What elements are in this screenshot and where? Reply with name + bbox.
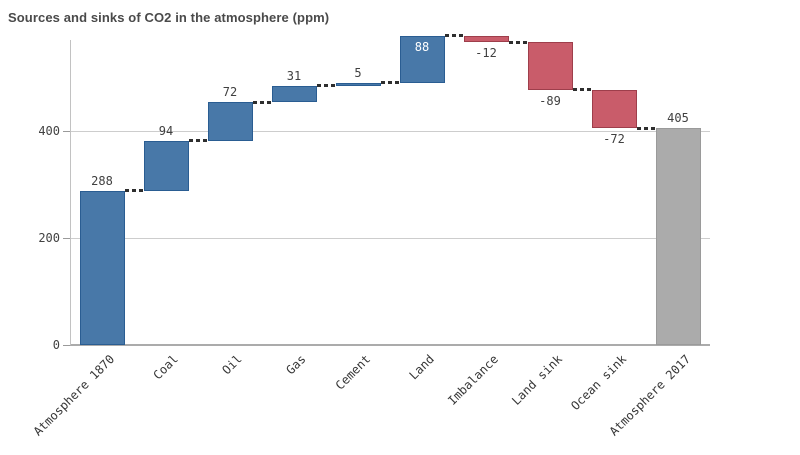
bar-oil[interactable] xyxy=(207,102,253,141)
connector-9 xyxy=(636,126,656,130)
connector-2 xyxy=(188,139,208,143)
connector-5 xyxy=(380,81,400,85)
bar-gas[interactable] xyxy=(271,85,317,103)
value-label-land-sink: -89 xyxy=(539,93,561,108)
connector-7 xyxy=(508,40,528,44)
x-axis-line xyxy=(70,344,710,346)
chart-title: Sources and sinks of CO2 in the atmosphe… xyxy=(8,10,330,25)
x-label-cement[interactable]: Cement xyxy=(332,352,373,393)
bar-atmosphere-2017[interactable] xyxy=(655,128,701,345)
connector-4 xyxy=(316,84,336,88)
value-label-atmosphere-2017: 405 xyxy=(667,111,689,126)
connector-8 xyxy=(572,88,592,92)
value-label-ocean-sink: -72 xyxy=(603,132,625,147)
bar-imbalance[interactable] xyxy=(463,35,509,43)
y-tick-0 xyxy=(63,345,70,346)
x-label-imbalance[interactable]: Imbalance xyxy=(445,352,501,408)
y-tick-label-0: 0 xyxy=(52,338,60,352)
value-label-cement: 5 xyxy=(354,65,362,80)
y-tick-label-200: 200 xyxy=(38,231,60,245)
gridline-400 xyxy=(70,131,710,132)
value-label-land: 88 xyxy=(414,39,430,54)
connector-3 xyxy=(252,100,272,104)
x-label-gas[interactable]: Gas xyxy=(283,352,309,378)
connector-1 xyxy=(124,189,144,193)
y-tick-400 xyxy=(63,131,70,132)
x-label-land[interactable]: Land xyxy=(406,352,437,383)
gridline-200 xyxy=(70,238,710,239)
bar-coal[interactable] xyxy=(143,140,189,191)
x-label-oil[interactable]: Oil xyxy=(219,352,245,378)
bar-atmosphere-1870[interactable] xyxy=(79,190,125,345)
x-label-atmosphere-1870[interactable]: Atmosphere 1870 xyxy=(30,352,117,439)
x-label-coal[interactable]: Coal xyxy=(150,352,181,383)
value-label-coal: 94 xyxy=(158,123,174,138)
bar-ocean-sink[interactable] xyxy=(591,89,637,129)
x-label-ocean-sink[interactable]: Ocean sink xyxy=(567,352,629,413)
bar-land[interactable] xyxy=(399,35,445,83)
x-label-land-sink[interactable]: Land sink xyxy=(509,352,565,408)
value-label-gas: 31 xyxy=(286,68,302,83)
bar-land-sink[interactable] xyxy=(527,42,573,90)
value-label-atmosphere-1870: 288 xyxy=(91,173,113,188)
y-tick-200 xyxy=(63,238,70,239)
y-tick-label-400: 400 xyxy=(38,124,60,138)
bar-cement[interactable] xyxy=(335,82,381,86)
connector-6 xyxy=(444,34,464,38)
value-label-imbalance: -12 xyxy=(475,46,497,61)
value-label-oil: 72 xyxy=(222,85,238,100)
y-axis-line xyxy=(70,40,71,345)
